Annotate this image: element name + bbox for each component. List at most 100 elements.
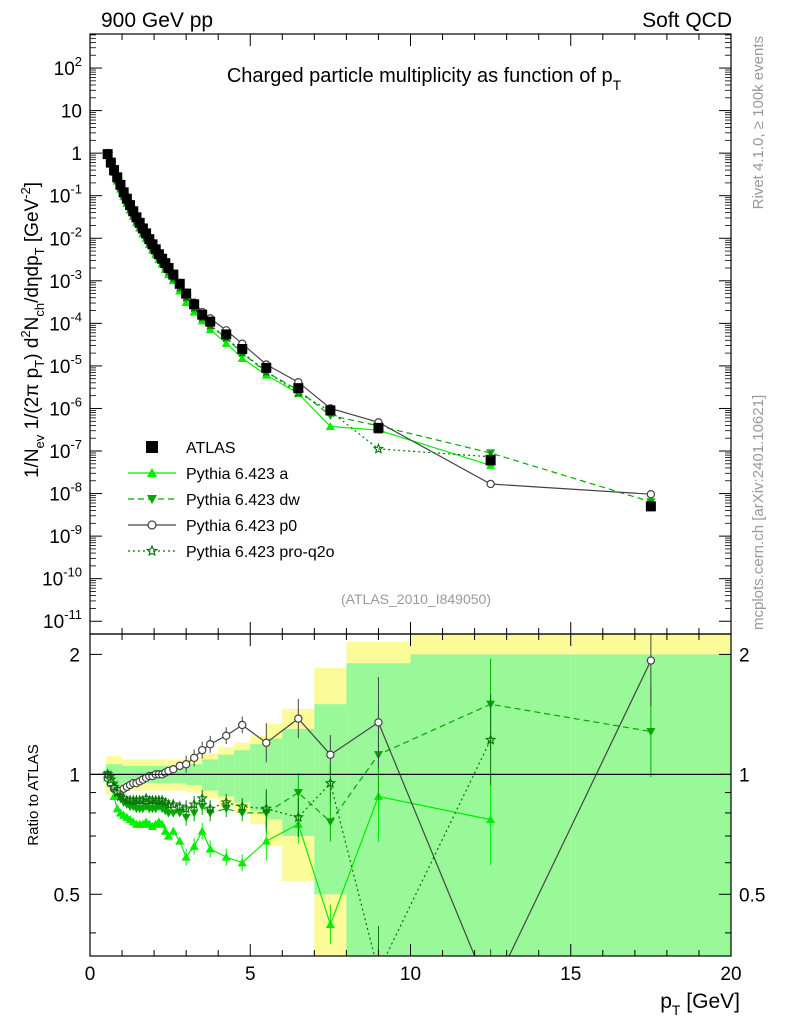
ratio-uncertainty-bands xyxy=(106,634,731,956)
data-point-atlas xyxy=(221,329,232,340)
band-inner xyxy=(202,759,219,791)
analysis-tag: (ATLAS_2010_I849050) xyxy=(341,591,491,607)
data-point-atlas xyxy=(118,187,129,198)
data-point xyxy=(486,479,495,489)
data-point-atlas xyxy=(181,288,192,299)
ratio-point xyxy=(262,738,271,747)
ratio-point xyxy=(164,831,174,840)
ratio-point xyxy=(167,798,179,810)
series-line-pythia-6-423-a xyxy=(107,154,491,466)
data-point-atlas xyxy=(131,212,142,223)
ratio-point xyxy=(168,826,178,835)
x-tick-label: 0 xyxy=(85,964,96,985)
x-tick-label: 5 xyxy=(245,964,256,985)
y-tick-label: 10-3 xyxy=(49,267,82,293)
ratio-point xyxy=(180,802,192,814)
ratio-point xyxy=(220,796,232,808)
y-tick-label: 10-9 xyxy=(49,522,82,548)
ratio-plot xyxy=(90,634,731,956)
data-point-atlas xyxy=(168,269,179,280)
data-point-atlas xyxy=(115,179,126,190)
data-point-atlas xyxy=(109,165,120,176)
ratio-point xyxy=(325,818,335,827)
data-point xyxy=(237,353,247,363)
data-point-atlas xyxy=(205,316,216,327)
ratio-point xyxy=(157,819,167,828)
legend-label: Pythia 6.423 p0 xyxy=(186,518,297,535)
x-tick-label: 20 xyxy=(720,964,741,985)
header-right: Soft QCD xyxy=(642,9,732,32)
data-point xyxy=(372,442,385,454)
data-point-atlas xyxy=(105,157,116,168)
ratio-tick-label-right: 1 xyxy=(739,765,750,786)
x-tick-label: 10 xyxy=(400,964,421,985)
band-inner xyxy=(218,754,235,797)
ratio-point xyxy=(197,826,207,835)
data-point-atlas xyxy=(121,193,132,204)
legend-marker xyxy=(147,520,157,530)
data-point-atlas xyxy=(144,234,155,245)
ratio-point xyxy=(205,740,215,749)
ratio-point xyxy=(324,777,337,788)
band-inner xyxy=(234,750,251,803)
ratio-point xyxy=(646,728,656,737)
data-point-atlas xyxy=(189,299,200,310)
y-tick-label: 10-7 xyxy=(49,437,82,463)
mcplots-label: mcplots.cern.ch [arXiv:2401.10621] xyxy=(750,395,767,630)
data-point-atlas xyxy=(373,422,384,433)
data-point-atlas xyxy=(128,206,139,217)
y-tick-label: 10-6 xyxy=(49,394,82,420)
data-point-atlas xyxy=(485,455,496,466)
ratio-point xyxy=(374,718,383,727)
ratio-point xyxy=(175,836,185,845)
x-axis-label: pT [GeV] xyxy=(660,990,740,1018)
ratio-tick-label-right: 0.5 xyxy=(739,885,765,906)
legend-marker xyxy=(147,468,157,477)
rivet-label: Rivet 4.1.0, ≥ 100k events xyxy=(750,36,767,209)
ratio-point xyxy=(293,788,303,798)
legend: ATLAS Pythia 6.423 a Pythia 6.423 dw Pythia… xyxy=(128,440,335,561)
ratio-point xyxy=(205,844,215,853)
ratio-point xyxy=(160,826,170,835)
x-tick-label: 15 xyxy=(560,964,581,985)
ratio-point xyxy=(175,809,185,818)
ratio-point xyxy=(168,809,178,818)
main-plot xyxy=(101,148,656,512)
y-tick-label: 10-2 xyxy=(49,224,82,250)
data-point-atlas xyxy=(141,228,152,239)
ratio-point xyxy=(189,809,199,818)
chart-title: Charged particle multiplicity as functio… xyxy=(227,65,622,93)
y-tick-label: 10 xyxy=(61,102,82,123)
legend-marker xyxy=(146,441,158,453)
data-point-atlas xyxy=(112,172,123,183)
ratio-point xyxy=(108,780,120,792)
ratio-point xyxy=(260,802,272,814)
data-point-atlas xyxy=(261,362,272,373)
axes: 0 5 10 15 2010-1110-1010-910-810-710-610-510… xyxy=(42,34,765,985)
data-point-atlas xyxy=(125,200,136,211)
legend-marker xyxy=(145,544,159,557)
y-tick-label: 10-10 xyxy=(42,565,82,591)
series-line-pythia-6-423-pro-q2o xyxy=(107,153,491,458)
ratio-point xyxy=(105,773,117,785)
ratio-tick-label-right: 2 xyxy=(739,645,750,666)
y-tick-label: 10-4 xyxy=(49,309,82,335)
y-tick-label: 10-5 xyxy=(49,352,82,378)
data-point-atlas xyxy=(293,383,304,394)
ratio-point xyxy=(197,802,207,812)
ratio-point xyxy=(196,792,208,804)
ratio-point xyxy=(294,714,303,723)
ratio-point xyxy=(221,852,231,861)
legend-label: Pythia 6.423 a xyxy=(186,466,288,483)
data-point-atlas xyxy=(645,501,656,512)
data-point-atlas xyxy=(197,309,208,320)
ratio-point xyxy=(486,815,496,824)
y-tick-label: 10-1 xyxy=(49,182,82,208)
data-point xyxy=(646,490,656,499)
ratio-point xyxy=(101,768,114,780)
legend-label: Pythia 6.423 dw xyxy=(186,492,300,509)
data-point xyxy=(221,338,231,347)
data-point-atlas xyxy=(102,149,113,160)
ratio-point xyxy=(181,813,191,822)
